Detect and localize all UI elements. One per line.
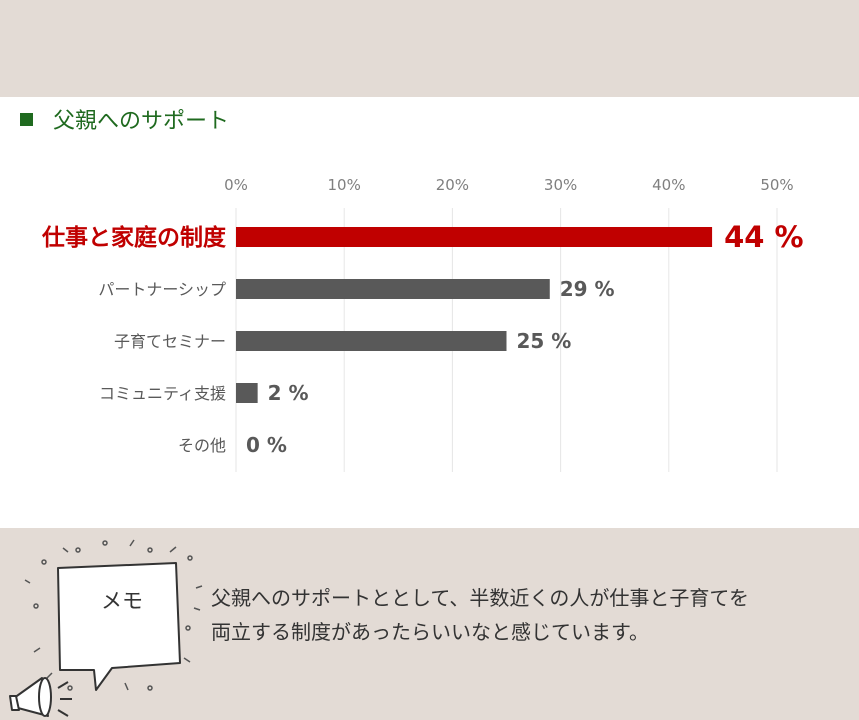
tick-layer: 0% 10% 20% 30% 40% 50% xyxy=(224,176,794,194)
title-square-icon xyxy=(20,112,33,126)
bar xyxy=(236,227,713,247)
memo-text-line-2: 両立する制度があったらいいなと感じています。 xyxy=(211,620,649,644)
top-band xyxy=(0,0,859,97)
x-tick-label: 0% xyxy=(224,176,248,194)
memo-label: メモ xyxy=(101,589,143,613)
category-label: その他 xyxy=(178,436,226,455)
category-label: コミュニティ支援 xyxy=(99,384,226,403)
x-tick-label: 20% xyxy=(436,176,469,194)
category-label: 仕事と家庭の制度 xyxy=(41,224,227,251)
bar xyxy=(236,279,550,299)
bar xyxy=(236,383,258,403)
megaphone-icon xyxy=(9,677,72,717)
x-tick-label: 40% xyxy=(652,176,685,194)
category-label: パートナーシップ xyxy=(98,280,226,299)
x-tick-label: 50% xyxy=(760,176,793,194)
category-label: 子育てセミナー xyxy=(114,332,226,351)
section-title: 父親へのサポート xyxy=(20,104,229,134)
bar-layer: 仕事と家庭の制度 44 % パートナーシップ 29 % 子育てセミナー 25 % コミュニテ… xyxy=(41,220,804,457)
sparkle-decoration-icon xyxy=(24,539,203,691)
memo-illustration xyxy=(9,539,203,717)
bar-chart: 0% 10% 20% 30% 40% 50% 仕事と家庭の制度 44 % パートナーシップ 29… xyxy=(41,176,804,472)
section-title-text: 父親へのサポート xyxy=(53,109,230,134)
value-label: 44 % xyxy=(724,220,804,254)
value-label: 25 % xyxy=(517,329,572,353)
value-label: 2 % xyxy=(268,381,309,405)
x-tick-label: 10% xyxy=(328,176,361,194)
value-label: 0 % xyxy=(246,433,287,457)
bar xyxy=(236,331,507,351)
memo-text-line-1: 父親へのサポートととして、半数近くの人が仕事と子育てを xyxy=(211,586,749,610)
value-label: 29 % xyxy=(560,277,615,301)
speech-bubble-icon xyxy=(57,562,181,691)
memo-text: 父親へのサポートととして、半数近くの人が仕事と子育てを 両立する制度があったらい… xyxy=(211,581,841,649)
x-tick-label: 30% xyxy=(544,176,577,194)
